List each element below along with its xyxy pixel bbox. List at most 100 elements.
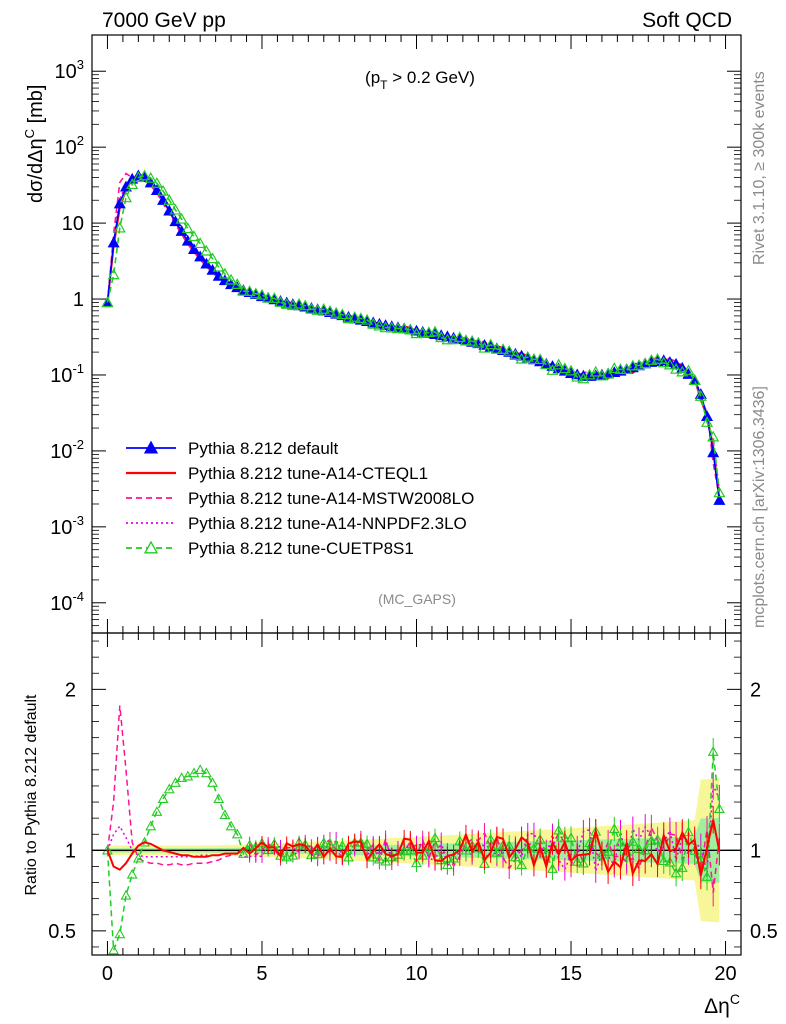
series-marker-5	[249, 287, 262, 299]
ratio-marker-5	[200, 767, 212, 778]
ratio-marker-5	[237, 848, 249, 858]
ratio-marker-5	[343, 851, 354, 862]
series-marker-5	[293, 297, 306, 309]
series-marker-5	[503, 344, 516, 356]
mcplots-reference-label: mcplots.cern.ch [arXiv:1306.3436]	[751, 386, 768, 628]
series-marker-5	[571, 370, 584, 382]
lower-y-tick-label-right: 0.5	[750, 921, 778, 943]
series-marker-5	[398, 322, 411, 334]
series-marker-1	[713, 494, 726, 505]
series-marker-5	[317, 303, 330, 314]
ratio-marker-5	[318, 837, 330, 847]
series-marker-5	[391, 322, 404, 334]
series-marker-5	[410, 327, 423, 339]
upper-y-tick-label: 102	[55, 133, 84, 159]
series-marker-5	[163, 193, 176, 205]
series-marker-1	[107, 236, 120, 248]
series-marker-1	[700, 410, 714, 422]
series-marker-5	[354, 312, 367, 324]
series-marker-5	[422, 326, 435, 338]
series-marker-5	[138, 169, 151, 181]
series-marker-5	[255, 288, 268, 300]
ratio-marker-5	[565, 832, 577, 842]
upper-y-tick-label: 10	[62, 213, 84, 235]
ratio-marker-5	[707, 746, 719, 756]
series-marker-1	[113, 197, 126, 209]
lower-series-group	[102, 705, 725, 955]
series-marker-5	[453, 331, 466, 343]
upper-y-tick-label: 10-2	[50, 437, 84, 463]
series-marker-5	[713, 486, 726, 498]
series-marker-5	[157, 184, 170, 196]
ratio-marker-5	[157, 793, 169, 803]
ratio-marker-5	[225, 820, 237, 831]
series-marker-5	[373, 319, 386, 331]
series-marker-5	[231, 278, 244, 289]
series-marker-5	[472, 336, 485, 348]
series-marker-5	[707, 430, 720, 442]
series-marker-5	[348, 310, 361, 322]
legend-label-5: Pythia 8.212 tune-CUETP8S1	[188, 539, 414, 558]
ratio-marker-5	[114, 928, 126, 939]
upper-x-ticks	[106, 35, 727, 633]
ratio-marker-5	[207, 777, 218, 787]
ratio-marker-5	[108, 944, 120, 955]
series-marker-5	[268, 292, 281, 303]
ratio-marker-5	[713, 803, 725, 813]
x-tick-label: 0	[102, 963, 113, 985]
series-marker-5	[280, 298, 293, 309]
legend-marker-5	[143, 540, 159, 554]
series-marker-5	[688, 374, 701, 385]
series-marker-5	[682, 364, 695, 376]
series-marker-5	[212, 260, 225, 272]
ratio-marker-5	[429, 832, 441, 843]
series-marker-5	[416, 326, 429, 338]
lower-y-tick-label-left: 1	[65, 840, 76, 862]
series-marker-5	[589, 365, 602, 377]
x-tick-label: 20	[714, 963, 736, 985]
lower-panel-frame	[91, 632, 742, 956]
series-marker-5	[119, 191, 133, 203]
chart-legend: Pythia 8.212 default Pythia 8.212 tune-A1…	[126, 439, 474, 558]
series-marker-1	[707, 446, 720, 458]
series-marker-5	[274, 296, 287, 307]
series-marker-1	[187, 243, 201, 255]
ratio-marker-5	[670, 867, 682, 878]
ratio-marker-5	[460, 844, 472, 855]
upper-y-tick-label: 103	[55, 57, 84, 83]
series-marker-5	[614, 363, 627, 374]
series-marker-5	[527, 353, 540, 364]
lower-y-tick-label-right: 1	[750, 840, 761, 862]
legend-label-1: Pythia 8.212 default	[188, 439, 339, 458]
ratio-marker-5	[441, 859, 453, 869]
series-marker-5	[385, 321, 398, 333]
series-marker-5	[404, 323, 417, 335]
series-marker-5	[509, 349, 522, 361]
pt-cut-annotation: (pT > 0.2 GeV)	[365, 68, 475, 92]
header-left: 7000 GeV pp	[102, 9, 226, 32]
x-tick-label: 15	[560, 963, 582, 985]
x-axis-title: ΔηC	[704, 991, 740, 1018]
series-marker-5	[379, 321, 392, 333]
ratio-marker-5	[676, 862, 688, 872]
lower-y-tick-label-right: 2	[750, 679, 761, 701]
series-marker-5	[552, 358, 565, 370]
series-marker-5	[187, 230, 201, 242]
series-marker-5	[169, 203, 182, 215]
analysis-label: (MC_GAPS)	[378, 591, 456, 607]
ratio-marker-5	[652, 834, 663, 844]
ratio-marker-5	[547, 863, 558, 873]
lower-y-axis-title: Ratio to Pythia 8.212 default	[23, 694, 40, 896]
ratio-line-3	[106, 705, 721, 893]
series-marker-1	[200, 257, 213, 269]
ratio-marker-5	[361, 838, 373, 848]
series-marker-5	[305, 302, 318, 314]
series-marker-5	[490, 342, 503, 354]
series-marker-5	[243, 285, 256, 296]
ratio-marker-5	[404, 844, 416, 855]
ratio-marker-5	[281, 851, 293, 862]
lower-y-tick-label-left: 0.5	[48, 921, 76, 943]
series-marker-5	[429, 325, 442, 337]
series-marker-5	[113, 221, 126, 233]
